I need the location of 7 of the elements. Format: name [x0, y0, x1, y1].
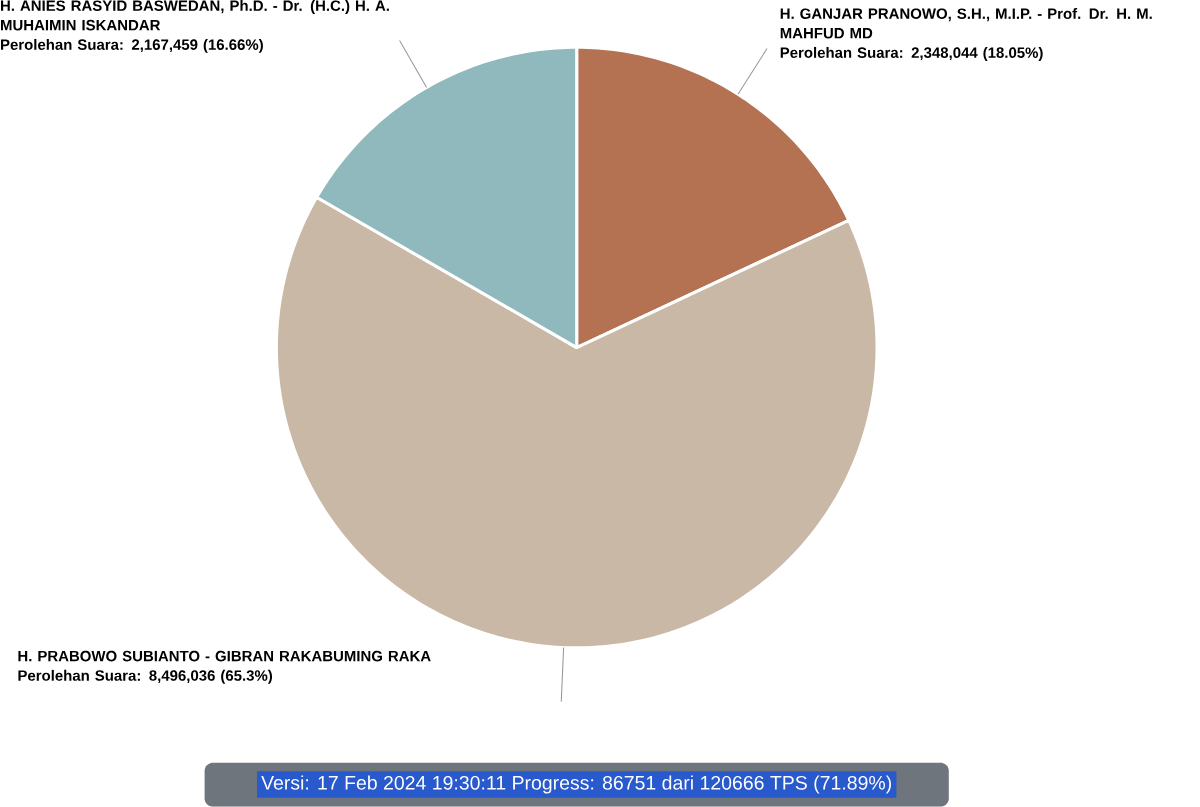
slice-label: H. GANJAR PRANOWO, S.H., M.I.P. - Prof. Dr. H. M. MAHFUD MD [780, 8, 1152, 39]
slice-label: H. ANIES RASYID BASWEDAN, Ph.D. - Dr. (H.C.) H. A. MUHAIMIN ISKANDAR [1, 0, 389, 31]
data-label: Perolehan Suara: 8,496,036 (65.3%) [18, 669, 273, 684]
text: Versi: 17 Feb 2024 19:30:11 Progress: 86751 dari 120666 TPS (71.89%) [261, 775, 891, 794]
slice-label: H. PRABOWO SUBIANTO - GIBRAN RAKABUMING RAKA [18, 650, 431, 662]
data-label: Perolehan Suara: 2,167,459 (16.66%) [1, 39, 263, 53]
data-label: Perolehan Suara: 2,348,044 (18.05%) [780, 47, 1043, 61]
